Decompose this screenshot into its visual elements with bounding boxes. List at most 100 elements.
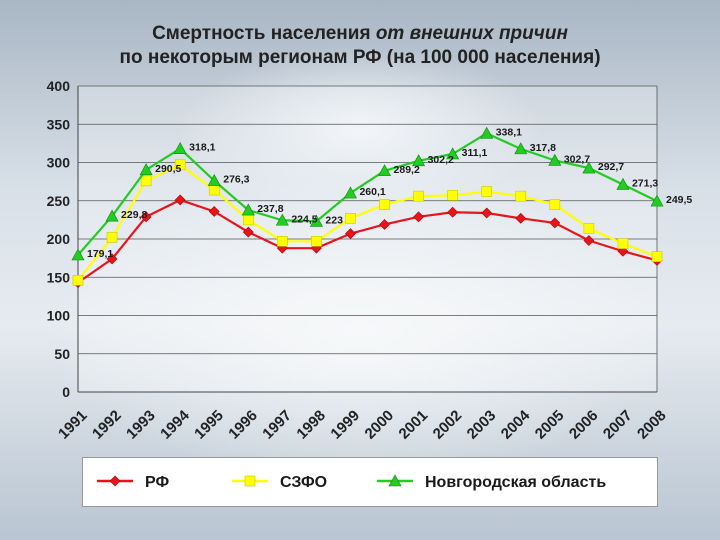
- y-tick-label: 0: [62, 384, 70, 400]
- series-0-point: [242, 226, 254, 238]
- title-normal-part: Смертность населения: [152, 23, 376, 44]
- series-2-point: [446, 147, 460, 160]
- series-2-point: [582, 161, 596, 174]
- series-2-point: [548, 153, 562, 166]
- series-0-point: [174, 194, 186, 206]
- series-1-point: [549, 199, 561, 210]
- y-tick-label: 350: [47, 116, 71, 132]
- data-label: 290,5: [155, 163, 181, 175]
- series-1-point: [140, 175, 152, 187]
- legend-label-0: РФ: [145, 474, 169, 491]
- y-tick-label: 250: [47, 193, 71, 209]
- series-1-point: [447, 190, 458, 201]
- title-italic-part: от внешних причин: [375, 23, 568, 44]
- series-1-point: [208, 184, 220, 196]
- data-label: 289,2: [394, 164, 420, 176]
- series-1-point: [515, 190, 527, 202]
- y-tick-label: 300: [47, 155, 71, 171]
- series-1-point: [174, 159, 186, 171]
- x-tick-label: 1998: [293, 407, 329, 443]
- x-axis: 1991199219931994199519961997199819992000…: [55, 391, 670, 443]
- data-label: 292,7: [598, 161, 624, 173]
- series-0-point: [345, 228, 356, 240]
- series-1-point: [379, 199, 390, 210]
- series-1-point: [413, 190, 424, 202]
- legend-marker-1: [244, 475, 256, 487]
- title-line-1: Смертность населения от внешних причин: [0, 22, 720, 46]
- series-1-point: [72, 275, 84, 286]
- series-2-point: [275, 213, 289, 226]
- series-0-point: [379, 219, 390, 230]
- data-label: 276,3: [223, 174, 249, 186]
- series-2-point: [343, 186, 357, 199]
- series-1-point: [651, 251, 663, 262]
- y-tick-label: 200: [47, 231, 71, 247]
- y-tick-label: 100: [47, 308, 71, 324]
- data-labels: 179,1 229,8 290,5 318,1 276,3 237,8 224,5 223 26…: [87, 126, 692, 260]
- legend-marker-0: [109, 475, 121, 487]
- series-0-point: [106, 253, 118, 265]
- data-label: 223: [325, 214, 343, 226]
- series-2-point: [412, 154, 426, 167]
- x-tick-label: 2008: [634, 407, 670, 443]
- series-2-point: [309, 214, 323, 227]
- x-tick-label: 1993: [123, 407, 159, 443]
- series-0-point: [549, 217, 561, 229]
- x-tick-label: 2000: [362, 407, 398, 443]
- series-2-point: [616, 177, 630, 190]
- grid-lines: [78, 85, 658, 393]
- series-1-point: [345, 213, 356, 224]
- series-2-point: [139, 163, 153, 176]
- series-1-point: [277, 235, 288, 247]
- data-label: 237,8: [257, 203, 283, 215]
- series-2-point: [378, 164, 392, 177]
- series-0-point: [515, 212, 527, 224]
- series-0-point: [208, 206, 220, 217]
- data-label: 249,5: [666, 194, 692, 206]
- series-0-point: [413, 211, 425, 223]
- x-tick-label: 2006: [566, 407, 602, 443]
- data-label: 318,1: [189, 142, 215, 154]
- x-tick-label: 1994: [157, 407, 193, 443]
- data-label: 317,8: [530, 142, 556, 154]
- series-2-point: [173, 142, 187, 154]
- x-tick-label: 1996: [225, 407, 261, 443]
- series-line-1: [77, 163, 658, 281]
- x-tick-label: 1991: [55, 407, 91, 443]
- data-label: 260,1: [359, 186, 385, 198]
- title-line-2: по некоторым регионам РФ (на 100 000 нас…: [119, 47, 601, 68]
- series-1-point: [242, 214, 254, 226]
- series-1-point: [106, 232, 118, 243]
- series-0-point: [447, 206, 459, 218]
- y-tick-label: 150: [47, 269, 71, 285]
- series-line-0: [77, 198, 658, 284]
- series-2-point: [480, 126, 494, 139]
- x-tick-label: 1995: [191, 407, 227, 443]
- data-label: 338,1: [496, 126, 522, 138]
- data-label: 224,5: [291, 213, 317, 225]
- legend-marker-2: [388, 474, 402, 487]
- x-tick-label: 2005: [532, 407, 568, 443]
- legend-label-2: Новгородская область: [425, 474, 606, 491]
- data-label: 271,3: [632, 177, 658, 189]
- y-tick-label: 50: [54, 346, 70, 362]
- series-group: [71, 126, 664, 289]
- x-tick-label: 1992: [89, 407, 125, 443]
- y-axis: 0 50 100 150 200 250 300 350 400: [47, 78, 79, 400]
- series-2-point: [241, 203, 255, 216]
- series-2-point: [514, 142, 528, 155]
- legend: РФ СЗФО Новгородская область: [97, 474, 606, 491]
- series-0-point: [481, 207, 493, 219]
- data-label: 179,1: [87, 248, 113, 260]
- x-tick-label: 2001: [396, 407, 432, 443]
- series-0-point: [583, 235, 595, 246]
- chart-title: Смертность населения от внешних причин п…: [0, 22, 720, 70]
- series-line-2: [77, 132, 658, 256]
- x-tick-label: 2007: [600, 407, 636, 443]
- legend-box: [82, 457, 658, 507]
- data-label: 229,8: [121, 209, 147, 221]
- series-2-point: [71, 248, 85, 261]
- series-2-point: [207, 174, 221, 186]
